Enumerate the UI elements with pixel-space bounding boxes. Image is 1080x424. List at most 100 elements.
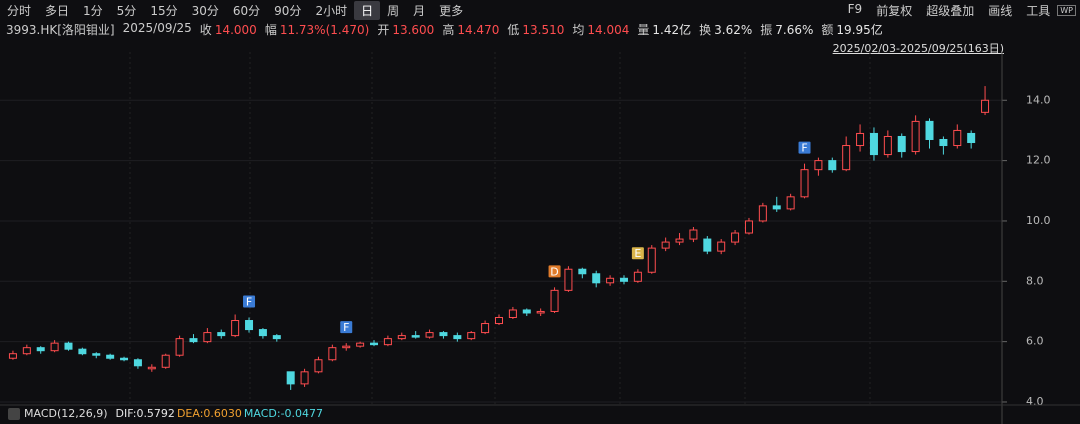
info-bar: 3993.HK[洛阳钼业] 2025/09/25 收 14.000 幅 11.73%(… (6, 21, 883, 38)
indicator-value: DIF:0.5792 (116, 407, 175, 420)
date-range[interactable]: 2025/02/03-2025/09/25(163日) (832, 42, 1004, 55)
period-tab[interactable]: 90分 (274, 3, 302, 18)
candle-body (453, 335, 462, 340)
period-tab[interactable]: 30分 (191, 3, 219, 18)
candle-body (203, 332, 212, 343)
indicator-value: DEA:0.6030 (177, 407, 242, 420)
candle-body (50, 342, 59, 352)
period-tab[interactable]: 1分 (83, 3, 103, 18)
candle-body (856, 132, 865, 147)
field-label: 均 (572, 23, 585, 37)
period-tab[interactable]: 5分 (116, 3, 137, 18)
event-marker (798, 141, 811, 154)
period-tab[interactable]: 更多 (439, 3, 464, 18)
candle-body (383, 338, 392, 346)
field-label: 幅 (264, 23, 277, 37)
y-tick-label: 6.0 (1026, 335, 1044, 348)
candle-body (411, 335, 420, 338)
candle-body (744, 220, 753, 234)
event-label: D (550, 265, 558, 278)
field-label: 开 (377, 23, 390, 37)
tool-button[interactable]: 工具 (1026, 3, 1051, 18)
candle-body (300, 371, 309, 385)
info-field: 振 7.66% (760, 21, 813, 38)
candle-body (78, 348, 87, 355)
tools: F9 前复权 超级叠加 画线 工具 (841, 1, 1058, 20)
candle-body (508, 309, 517, 319)
field-label: 振 (760, 23, 773, 37)
candle-body (619, 277, 628, 282)
y-tick-label: 10.0 (1026, 214, 1051, 227)
y-tick-label: 14.0 (1026, 93, 1051, 106)
event-marker (243, 295, 256, 308)
field-value: 14.470 (457, 23, 500, 37)
badge: WP (1057, 4, 1076, 16)
info-field: 额 19.95亿 (821, 21, 882, 38)
candle-body (758, 205, 767, 222)
period-tab[interactable]: 60分 (232, 3, 261, 18)
field-value: 7.66% (775, 23, 814, 37)
tool-button[interactable]: 画线 (988, 3, 1013, 18)
candle-body (939, 138, 948, 147)
info-field: 低 13.510 (507, 21, 564, 38)
period-tab[interactable]: 15分 (150, 3, 178, 18)
candle-body (842, 145, 851, 171)
tool-button[interactable]: F9 (847, 1, 863, 16)
event-label: F (801, 142, 807, 155)
candle-body (536, 310, 545, 314)
candle-body (592, 273, 601, 284)
candle-body (897, 135, 906, 153)
field-label: 收 (199, 23, 212, 37)
candle-body (314, 359, 323, 373)
candle-body (64, 342, 73, 350)
period-tab[interactable]: 多日 (45, 3, 70, 18)
period-tab[interactable]: 日 (354, 0, 381, 20)
candle-body (370, 342, 379, 346)
candle-body (120, 357, 129, 361)
field-label: 换 (699, 23, 712, 37)
field-value: 1.42亿 (652, 23, 692, 37)
candle-body (272, 335, 281, 340)
candle-body (578, 268, 587, 275)
field-value: 13.510 (522, 23, 565, 37)
candle-body (911, 120, 920, 153)
field-label: 低 (507, 23, 520, 37)
candle-body (800, 169, 809, 198)
field-value: 11.73%(1.470) (279, 23, 370, 37)
period-tab[interactable]: 月 (413, 3, 426, 18)
candle-body (342, 345, 351, 349)
info-field: 换 3.62% (699, 21, 752, 38)
candle-body (661, 241, 670, 249)
field-value: 13.600 (392, 23, 435, 37)
candle-body (245, 320, 254, 331)
symbol: 3993.HK[洛阳钼业] (6, 23, 115, 37)
candle-body (675, 238, 684, 243)
candle-body (439, 332, 448, 337)
y-tick-label: 12.0 (1026, 154, 1051, 167)
candle-body (36, 347, 45, 352)
candle-body (967, 132, 976, 144)
field-value: 14.004 (587, 23, 630, 37)
candle-body (217, 332, 226, 337)
candle-body (550, 289, 559, 312)
candle-body (161, 354, 170, 368)
candle-body (92, 353, 101, 356)
period-tab[interactable]: 周 (387, 3, 400, 18)
period-tab[interactable]: 2小时 (315, 3, 348, 18)
indicator-value: MACD:-0.0477 (244, 407, 323, 420)
candle-body (633, 271, 642, 282)
tool-button[interactable]: 超级叠加 (926, 3, 975, 18)
candle-body (689, 229, 698, 240)
candle-body (564, 268, 573, 291)
candle-body (772, 205, 781, 210)
period-tab[interactable]: 分时 (7, 3, 32, 18)
candle-body (106, 354, 115, 359)
candle-body (189, 338, 198, 343)
event-label: F (246, 296, 252, 309)
field-label: 量 (637, 23, 650, 37)
candle-body (731, 232, 740, 243)
tool-button[interactable]: 前复权 (876, 3, 913, 18)
info-field: 高 14.470 (442, 21, 499, 38)
